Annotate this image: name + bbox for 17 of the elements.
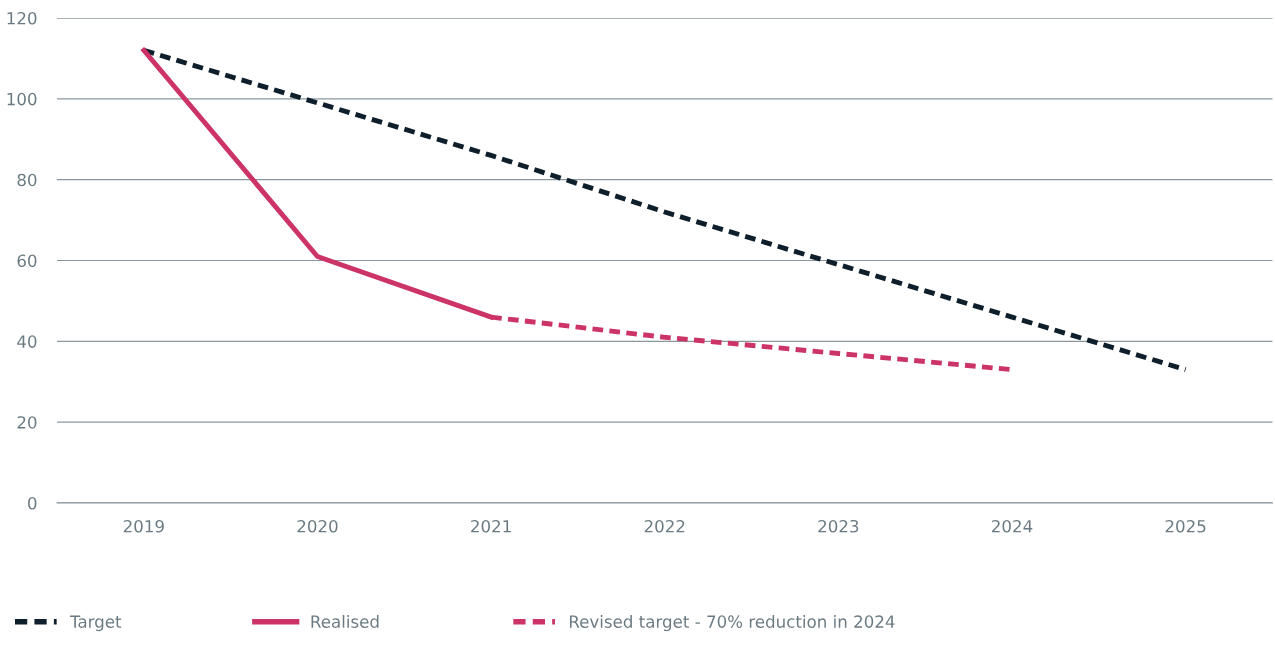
y-tick-label: 120 — [7, 11, 37, 25]
x-tick-label: 2021 — [471, 519, 511, 533]
y-tick-label: 40 — [17, 335, 37, 348]
x-tick-label: 2025 — [1165, 519, 1206, 533]
x-tick-label: 2022 — [644, 519, 685, 533]
y-tick-label: 100 — [7, 92, 37, 106]
x-tick-label: 2023 — [818, 519, 859, 533]
y-tick-label: 20 — [17, 416, 37, 429]
x-tick-label: 2019 — [123, 519, 164, 533]
legend-label: Target — [69, 615, 122, 632]
y-tick-label: 60 — [17, 254, 37, 268]
y-tick-label: 80 — [17, 173, 37, 187]
x-tick-label: 2020 — [297, 519, 338, 533]
y-tick-label: 0 — [28, 496, 37, 510]
legend-label: Realised — [311, 615, 379, 628]
x-tick-label: 2024 — [992, 519, 1033, 533]
legend-label: Revised target - 70% reduction in 2024 — [569, 615, 895, 632]
